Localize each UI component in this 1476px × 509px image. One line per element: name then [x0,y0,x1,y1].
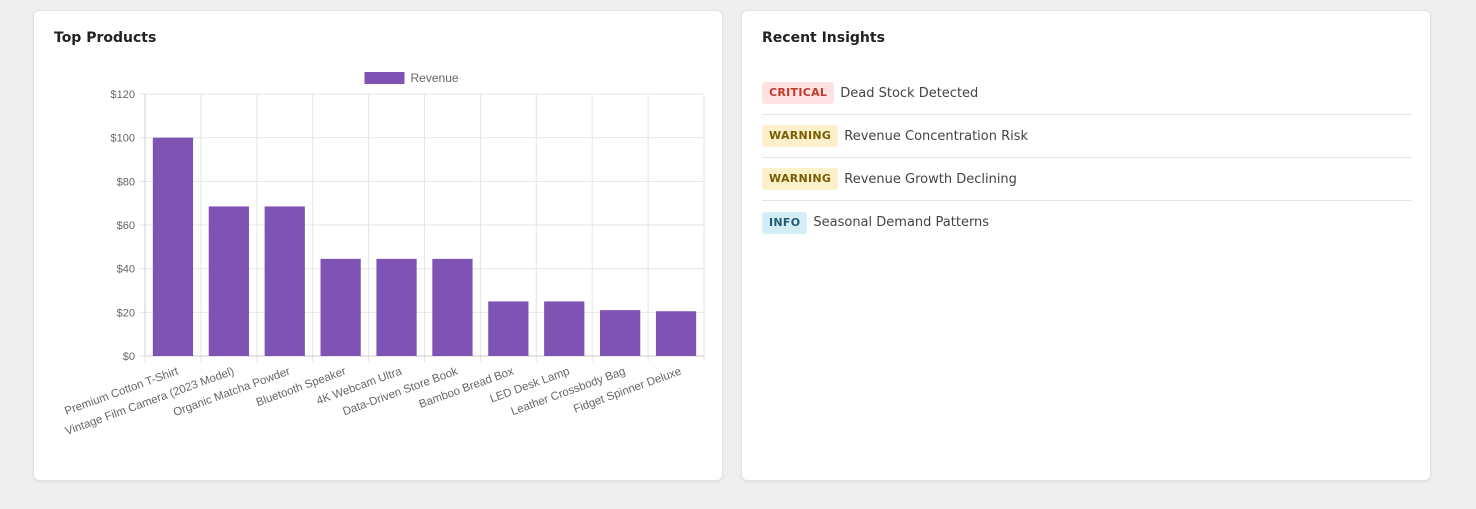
top-products-title: Top Products [54,30,157,46]
y-tick-label: $100 [111,133,135,145]
insight-text: Revenue Growth Declining [844,171,1017,187]
bar [208,206,249,356]
y-tick-label: $40 [117,264,135,276]
bar [432,258,473,356]
insight-list: CRITICAL Dead Stock Detected WARNING Rev… [762,72,1412,244]
insight-item[interactable]: WARNING Revenue Concentration Risk [762,115,1412,158]
bar [544,301,585,356]
y-tick-label: $20 [117,307,135,319]
insight-item[interactable]: INFO Seasonal Demand Patterns [762,201,1412,244]
bar [600,310,641,356]
y-tick-label: $120 [111,89,135,101]
bar [488,301,529,356]
insight-item[interactable]: WARNING Revenue Growth Declining [762,158,1412,201]
x-tick-label: Bamboo Bread Box [418,365,516,410]
y-tick-label: $80 [117,176,135,188]
severity-badge: WARNING [762,125,839,147]
bar [376,258,417,356]
insight-text: Seasonal Demand Patterns [813,215,990,230]
recent-insights-title: Recent Insights [762,30,885,46]
recent-insights-card: Recent Insights CRITICAL Dead Stock Dete… [741,10,1431,481]
y-tick-label: $0 [123,351,135,363]
bar [655,311,697,356]
bar [320,258,361,356]
insight-text: Revenue Concentration Risk [844,128,1029,144]
legend-label: Revenue [411,71,459,85]
top-products-card: Top Products $0 $20 $40 $60 $80 $100 $120 Premi… [33,10,723,481]
bar [264,206,305,356]
severity-badge: INFO [762,211,808,234]
insight-text: Dead Stock Detected [840,85,979,101]
insight-item[interactable]: CRITICAL Dead Stock Detected [762,72,1412,115]
bar [152,137,194,356]
legend-swatch [364,72,405,84]
severity-badge: WARNING [762,168,839,190]
y-tick-label: $60 [117,220,135,232]
severity-badge: CRITICAL [762,82,835,104]
